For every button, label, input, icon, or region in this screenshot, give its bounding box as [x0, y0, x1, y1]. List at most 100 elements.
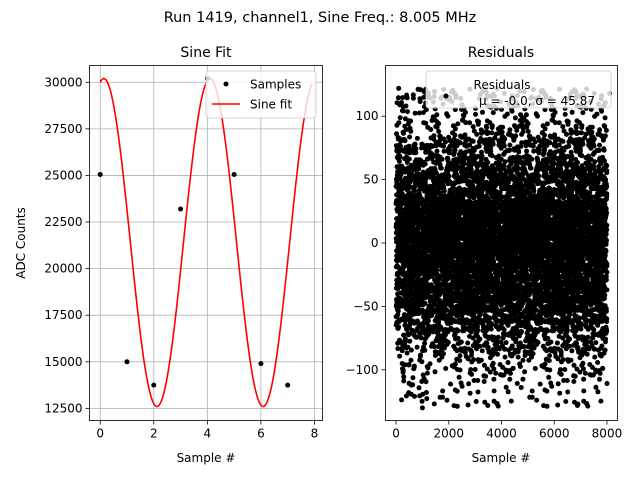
sample-point [151, 382, 157, 388]
residual-point [504, 111, 510, 117]
residual-point [439, 156, 445, 162]
residual-point [410, 95, 416, 101]
residual-point [469, 349, 475, 355]
residual-point [476, 119, 482, 125]
residual-point [397, 153, 403, 159]
residual-point [400, 108, 406, 114]
residual-point [429, 273, 435, 279]
residual-point [412, 393, 417, 399]
residual-point [473, 111, 478, 117]
sine-fit-legend: Samples Sine fit [205, 70, 317, 119]
residuals-chart: Residuals 0 2000 4000 6000 8000−100−50050100… [346, 45, 623, 465]
residual-point [419, 359, 425, 365]
residual-point [396, 324, 402, 330]
residual-point [405, 344, 411, 350]
residual-point [501, 143, 507, 149]
residual-point [423, 120, 429, 126]
sample-point [124, 359, 130, 365]
residual-point [431, 302, 437, 308]
residual-point [459, 383, 465, 389]
residual-point [469, 371, 475, 377]
residual-point [484, 125, 490, 131]
sine-fit-xlabel: Sample # [177, 451, 236, 465]
residual-point [425, 318, 431, 324]
residual-point [495, 334, 501, 340]
residual-point [475, 378, 481, 383]
residual-point [408, 357, 414, 363]
residual-point [416, 165, 422, 171]
residual-point [476, 143, 482, 149]
residual-point [417, 99, 423, 105]
residual-point [434, 148, 440, 154]
residual-point [472, 367, 478, 372]
residual-point [499, 129, 505, 135]
residual-point [509, 108, 515, 114]
sine-fit-grid [89, 65, 323, 421]
residuals-title: Residuals [468, 45, 534, 61]
residual-point [443, 366, 449, 371]
residual-point [468, 367, 474, 373]
x-tick-label: 2 [150, 427, 158, 441]
residual-point [508, 370, 513, 376]
residual-point [455, 328, 461, 334]
residuals-plot [393, 85, 613, 411]
residual-point [402, 362, 408, 368]
residual-point [402, 336, 408, 342]
residual-point [436, 129, 442, 134]
residual-point [471, 357, 477, 363]
residual-point [477, 336, 483, 342]
residual-point [395, 308, 401, 314]
residual-point [501, 327, 507, 333]
residual-point [516, 149, 522, 155]
residual-point [437, 137, 443, 143]
residual-point [411, 167, 417, 173]
sample-point [258, 361, 264, 367]
residual-point [437, 133, 443, 139]
residual-point [401, 130, 406, 136]
residual-point [422, 340, 428, 346]
residual-point [429, 313, 434, 319]
residual-point [514, 381, 520, 386]
residual-point [457, 367, 463, 373]
residual-point [507, 127, 513, 133]
residual-point [422, 161, 428, 167]
residual-point [481, 379, 487, 384]
residual-point [466, 381, 472, 387]
residual-point [520, 357, 526, 363]
residual-point [490, 141, 496, 147]
residual-point [403, 103, 409, 109]
residual-point [424, 370, 430, 376]
residual-point [456, 374, 462, 380]
residual-point [478, 357, 484, 363]
residual-point [400, 95, 406, 101]
residual-point [505, 360, 511, 365]
residual-point [509, 343, 515, 349]
residual-point [515, 354, 521, 360]
residual-point [436, 121, 442, 127]
sine-fit-chart: Sine Fit 0 2 4 6 812500150001750020000225002… [14, 45, 323, 465]
residual-point [462, 132, 468, 138]
residual-point [409, 327, 415, 333]
residual-point [440, 394, 445, 400]
residual-point [457, 358, 463, 364]
sine-fit-ylabel: ADC Counts [14, 207, 28, 279]
sine-fit-frame [89, 65, 323, 421]
residual-point [503, 384, 509, 390]
residual-point [399, 397, 405, 403]
residual-point [433, 139, 439, 145]
residual-point [461, 161, 467, 167]
residual-point [490, 360, 496, 366]
residual-point [405, 109, 410, 115]
residual-point [490, 110, 496, 116]
residual-point [400, 269, 406, 275]
residual-point [495, 351, 500, 357]
residual-point [408, 118, 414, 124]
sample-point [97, 172, 103, 178]
residual-point [489, 130, 495, 136]
residual-point [474, 131, 480, 137]
residual-point [491, 258, 497, 264]
residual-point [407, 134, 413, 140]
residual-point [507, 147, 513, 153]
residual-point [408, 347, 414, 353]
residual-point [503, 340, 509, 346]
